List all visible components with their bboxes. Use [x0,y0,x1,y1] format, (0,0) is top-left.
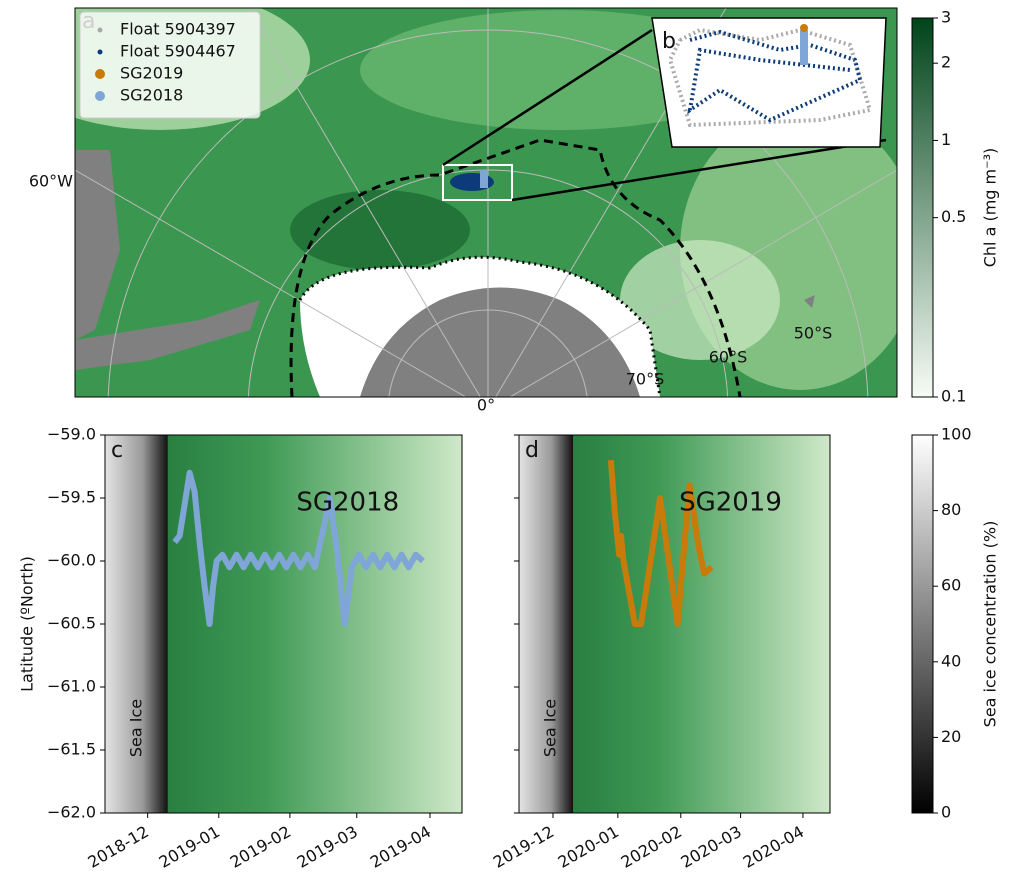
graticule-label: 0° [477,396,495,415]
x-tick-label: 2019-12 [490,822,557,872]
colorbar [912,435,933,813]
y-axis-label: Latitude (ºNorth) [18,556,37,692]
x-tick-label: 2018-12 [85,822,152,872]
legend-label: SG2018 [120,86,183,105]
colorbar-tick-label: 100 [941,425,972,444]
y-tick-label: −60.0 [47,551,96,570]
x-tick-label: 2020-01 [555,822,622,872]
colorbar-label: Chl a (mg m⁻³) [981,148,1000,268]
colorbar-tick-label: 1 [941,130,951,149]
legend-marker [95,91,105,101]
panel-label: b [662,29,676,54]
region-label: Sea Ice [541,699,560,757]
legend-label: Float 5904467 [120,42,236,61]
colorbar-tick-label: 60 [941,576,961,595]
graticule-label: 70°S [626,370,665,389]
legend-label: Float 5904397 [120,20,236,39]
y-tick-label: −61.0 [47,677,96,696]
y-tick-label: −61.5 [47,740,96,759]
graticule-label: 50°S [794,324,833,343]
y-tick-label: −59.0 [47,425,96,444]
region-label: Sea Ice [127,699,146,757]
legend-label: SG2019 [120,64,183,83]
x-tick-label: 2019-01 [156,822,223,872]
colorbar-tick-label: 0.1 [941,387,966,406]
colorbar-label: Sea ice concentration (%) [981,521,1000,728]
x-tick-label: 2019-02 [227,822,294,872]
legend-marker [95,69,105,79]
colorbar-tick-label: 80 [941,500,961,519]
series-annotation: SG2018 [296,488,399,518]
colorbar-tick-label: 0 [941,803,951,822]
x-tick-label: 2019-04 [367,822,434,872]
panel-label: d [525,438,539,463]
panel-label: c [111,438,123,463]
colorbar-tick-label: 20 [941,727,961,746]
series-annotation: SG2019 [679,488,782,518]
colorbar-tick-label: 40 [941,651,961,670]
y-tick-label: −62.0 [47,803,96,822]
graticule-label: 60°S [709,348,748,367]
graticule-label: 60°W [29,172,73,191]
x-tick-label: 2020-04 [740,822,807,872]
colorbar-tick-label: 3 [941,8,951,27]
x-tick-label: 2019-03 [294,822,361,872]
y-tick-label: −60.5 [47,614,96,633]
figure: a b 60°W 0° 70°S 60°S 50°S Float 5904397… [0,0,1009,873]
legend-marker [98,28,103,33]
colorbar-tick-label: 0.5 [941,207,966,226]
y-tick-label: −59.5 [47,488,96,507]
colorbar [912,18,933,397]
legend-marker [98,50,103,55]
colorbar-tick-label: 2 [941,53,951,72]
x-tick-label: 2020-03 [677,822,744,872]
x-tick-label: 2020-02 [618,822,685,872]
